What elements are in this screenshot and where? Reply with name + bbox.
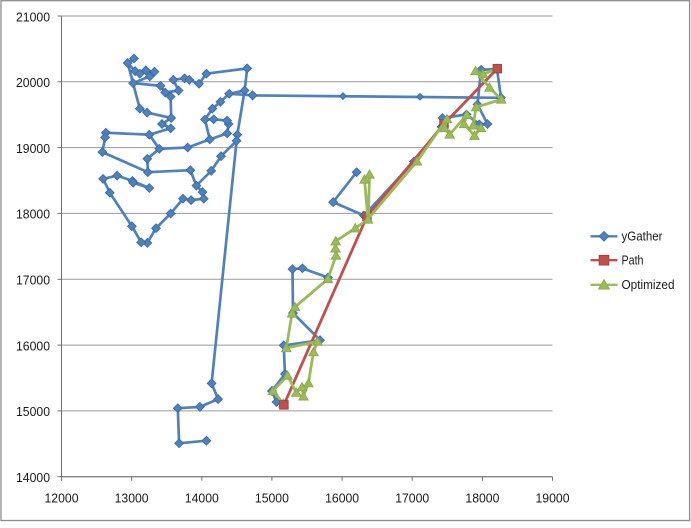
svg-text:14000: 14000 <box>185 490 219 505</box>
svg-text:16000: 16000 <box>16 338 50 353</box>
svg-text:15000: 15000 <box>255 490 289 505</box>
svg-text:20000: 20000 <box>16 75 50 90</box>
svg-text:19000: 19000 <box>536 490 570 505</box>
svg-text:Path: Path <box>622 253 644 268</box>
svg-text:18000: 18000 <box>16 207 50 222</box>
svg-text:14000: 14000 <box>16 470 50 485</box>
svg-text:12000: 12000 <box>45 490 79 505</box>
svg-text:21000: 21000 <box>16 9 50 24</box>
svg-text:Optimized: Optimized <box>622 277 675 292</box>
svg-text:19000: 19000 <box>16 141 50 156</box>
svg-text:17000: 17000 <box>16 273 50 288</box>
svg-text:yGather: yGather <box>622 229 664 244</box>
svg-text:13000: 13000 <box>115 490 149 505</box>
svg-text:17000: 17000 <box>395 490 429 505</box>
svg-text:18000: 18000 <box>465 490 499 505</box>
svg-text:15000: 15000 <box>16 404 50 419</box>
svg-text:16000: 16000 <box>325 490 359 505</box>
